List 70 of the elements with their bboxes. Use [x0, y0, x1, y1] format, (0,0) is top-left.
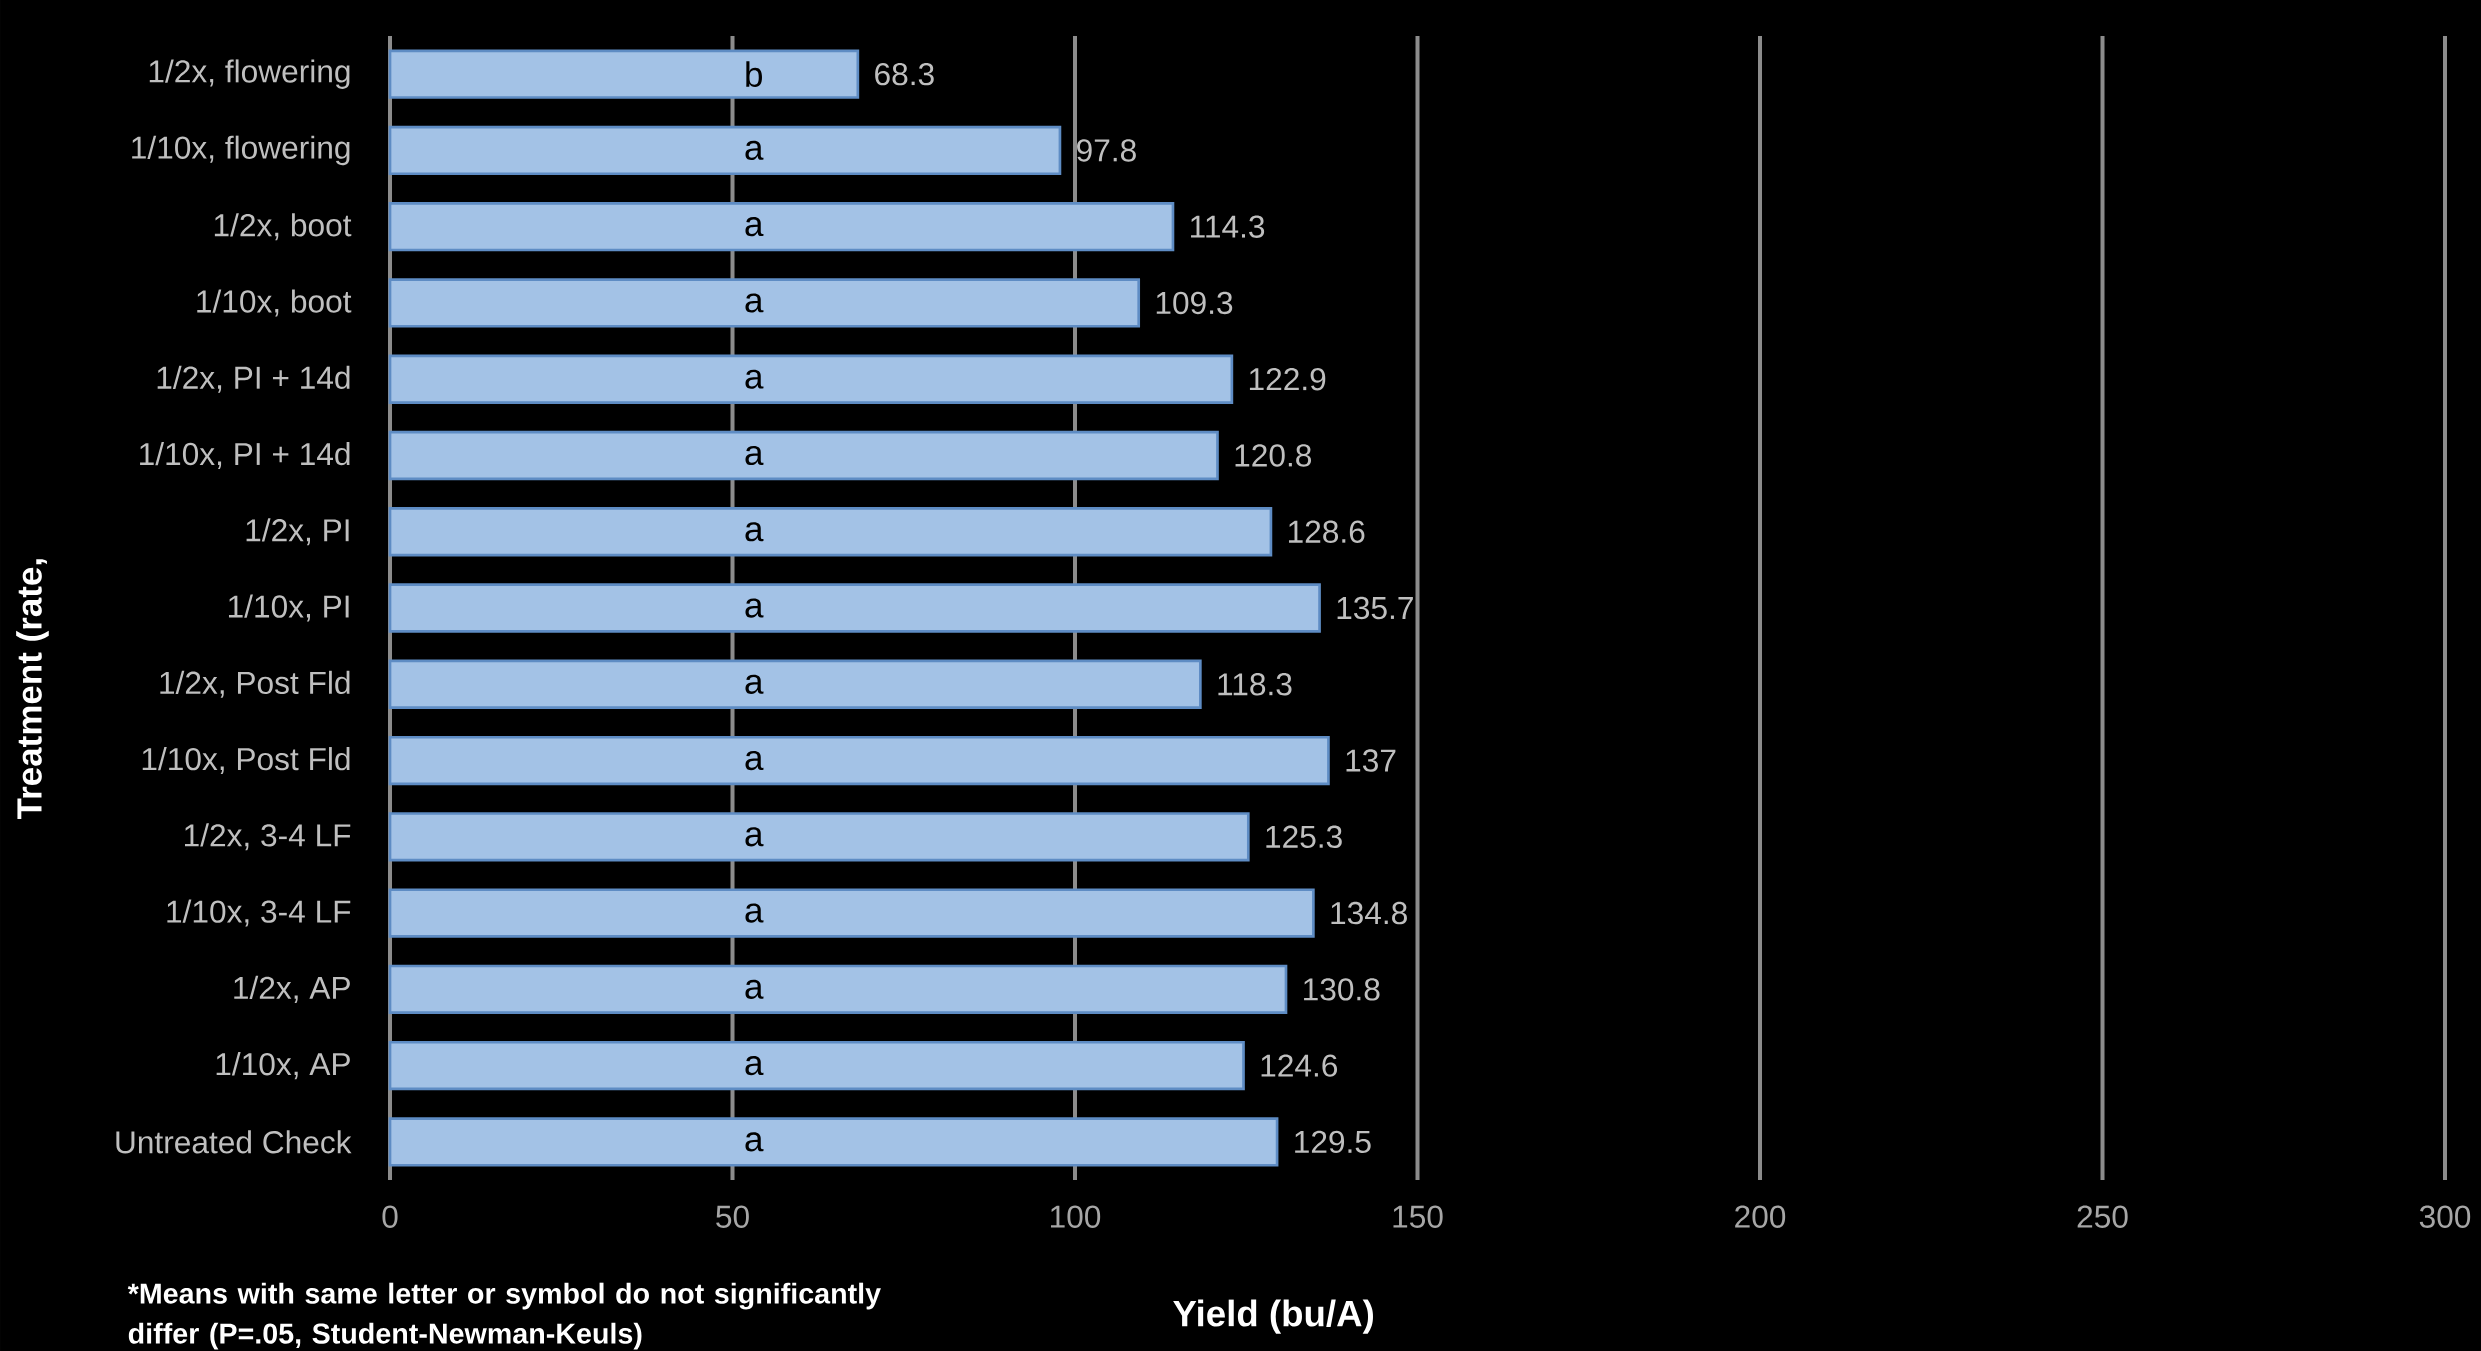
- annotation: a: [745, 522, 764, 542]
- y-tick-label: 1/10x, PI + 14d: [140, 441, 350, 470]
- annotation: a: [745, 674, 764, 694]
- bar: [388, 49, 860, 99]
- y-tick-label: Untreated Check: [116, 1130, 352, 1154]
- annotation: a: [745, 369, 764, 389]
- bar: [388, 1117, 1279, 1167]
- data-label: 68.3: [875, 62, 934, 86]
- text: *Means with same letter or symbol do not significantly differ (P=.05, Student-Newman-Keuls): [127, 1282, 881, 1350]
- bar: [388, 888, 1315, 938]
- annotation: a: [745, 979, 764, 999]
- data-label: 114.3: [1191, 215, 1265, 238]
- bar: [388, 812, 1250, 862]
- bar: [388, 964, 1288, 1015]
- x-tick-label: 150: [1393, 1205, 1443, 1228]
- bar: [388, 1040, 1245, 1091]
- annotation: a: [745, 293, 764, 313]
- annotation: a: [745, 140, 764, 161]
- data-label: 124.6: [1261, 1054, 1338, 1077]
- data-label: 118.3: [1218, 673, 1292, 696]
- data-label: 130.8: [1304, 978, 1380, 1001]
- y-tick-label: 1/2x, flowering: [149, 59, 350, 89]
- annotation: a: [745, 598, 764, 618]
- bar: [388, 354, 1234, 404]
- data-label: 120.8: [1235, 444, 1312, 467]
- y-tick-label: 1/2x, boot: [214, 213, 352, 241]
- x-axis-title: Yield (bu/A): [1173, 1299, 1373, 1334]
- y-tick-label: 1/10x, AP: [216, 1052, 350, 1080]
- data-label: 137: [1346, 749, 1396, 772]
- x-tick-label: 250: [2077, 1205, 2128, 1228]
- bar: [388, 125, 1062, 176]
- data-label: 128.6: [1288, 520, 1365, 543]
- bar: [388, 202, 1175, 252]
- y-tick-label: 1/10x, PI: [228, 594, 349, 622]
- y-tick-label: 1/10x, Post Fld: [142, 747, 350, 775]
- y-tick-label: 1/2x, PI + 14d: [157, 365, 350, 393]
- annotation: a: [745, 1132, 764, 1152]
- annotation: a: [745, 827, 764, 847]
- bar: [388, 735, 1330, 786]
- data-label: 129.5: [1295, 1130, 1371, 1154]
- annotation: a: [745, 1056, 764, 1076]
- x-tick-label: 300: [2419, 1205, 2471, 1228]
- annotation: a: [745, 217, 764, 237]
- y-tick-label: 1/2x, PI: [246, 518, 349, 546]
- data-label: 135.7: [1337, 596, 1413, 620]
- bar: [388, 659, 1202, 709]
- data-label: 134.8: [1331, 901, 1407, 925]
- x-tick-label: 100: [1050, 1205, 1101, 1228]
- data-label: 122.9: [1249, 368, 1326, 391]
- bar: [388, 430, 1219, 481]
- annotation: a: [745, 903, 764, 923]
- annotation: b: [746, 61, 762, 88]
- y-axis-title: Treatment (rate,: [16, 559, 49, 819]
- annotation: a: [745, 750, 764, 771]
- data-label: 109.3: [1156, 291, 1233, 315]
- bar: [388, 278, 1141, 328]
- annotation: a: [745, 445, 764, 466]
- y-tick-label: 1/10x, flowering: [132, 135, 350, 166]
- data-label: 125.3: [1266, 825, 1342, 849]
- data-label: 97.8: [1077, 139, 1136, 162]
- x-tick-label: 200: [1735, 1205, 1786, 1228]
- bar: [388, 583, 1321, 633]
- y-tick-label: 1/2x, 3-4 LF: [185, 823, 351, 851]
- y-tick-label: 1/2x, Post Fld: [160, 670, 350, 698]
- bar: [388, 507, 1273, 557]
- y-tick-label: 1/10x, boot: [197, 289, 352, 317]
- y-tick-label: 1/10x, 3-4 LF: [167, 899, 351, 927]
- x-tick-label: 0: [382, 1205, 398, 1228]
- y-tick-label: 1/2x, AP: [234, 975, 350, 1003]
- x-tick-label: 50: [716, 1205, 749, 1228]
